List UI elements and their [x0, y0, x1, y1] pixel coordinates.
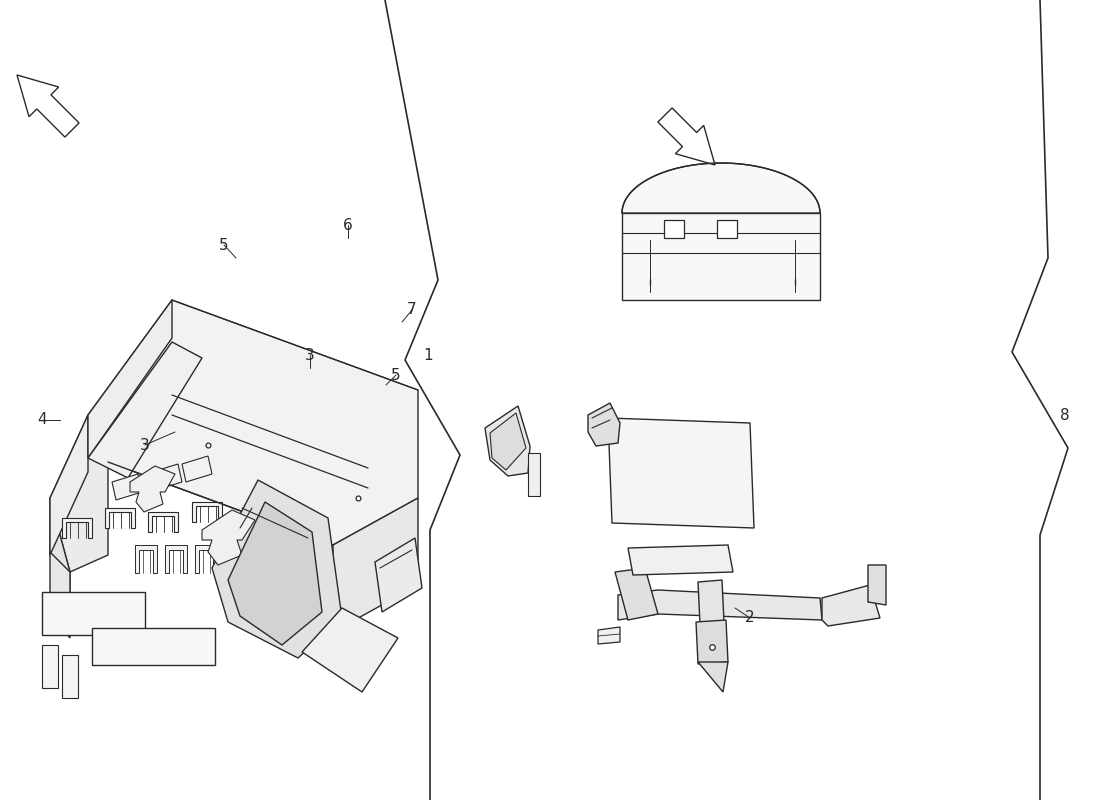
Polygon shape [165, 545, 187, 573]
Polygon shape [717, 220, 737, 238]
Polygon shape [658, 108, 715, 165]
Polygon shape [302, 608, 398, 692]
Text: 3: 3 [140, 438, 150, 453]
Polygon shape [528, 453, 540, 496]
Text: 4: 4 [37, 413, 47, 427]
Polygon shape [104, 508, 135, 528]
Polygon shape [62, 655, 78, 698]
Polygon shape [228, 502, 322, 645]
Polygon shape [192, 502, 222, 522]
Polygon shape [182, 456, 212, 482]
Text: 5: 5 [392, 367, 400, 382]
Text: 5: 5 [219, 238, 229, 253]
Text: 2: 2 [745, 610, 755, 626]
Polygon shape [485, 406, 530, 476]
Polygon shape [50, 552, 70, 638]
Polygon shape [50, 498, 70, 622]
Polygon shape [618, 590, 822, 620]
Polygon shape [112, 474, 142, 500]
Polygon shape [822, 585, 880, 626]
Text: 8: 8 [1060, 407, 1070, 422]
Polygon shape [621, 213, 820, 300]
Polygon shape [664, 220, 684, 238]
Polygon shape [868, 565, 886, 605]
Polygon shape [202, 510, 255, 565]
Polygon shape [696, 620, 728, 664]
Polygon shape [698, 662, 728, 692]
Polygon shape [628, 545, 733, 575]
Polygon shape [130, 466, 175, 512]
Polygon shape [135, 545, 157, 573]
Text: 1: 1 [424, 347, 432, 362]
Polygon shape [148, 512, 178, 532]
Polygon shape [42, 645, 58, 688]
Text: 6: 6 [343, 218, 353, 233]
Polygon shape [62, 518, 92, 538]
Polygon shape [16, 75, 79, 137]
Polygon shape [88, 342, 202, 478]
Polygon shape [42, 592, 145, 635]
Polygon shape [88, 300, 172, 458]
Polygon shape [490, 413, 526, 470]
Polygon shape [333, 498, 418, 632]
Polygon shape [621, 163, 820, 213]
Polygon shape [588, 403, 620, 446]
Text: 7: 7 [407, 302, 417, 318]
Polygon shape [212, 480, 342, 658]
Polygon shape [598, 627, 620, 644]
Polygon shape [195, 545, 217, 573]
Polygon shape [88, 300, 418, 545]
Polygon shape [50, 415, 108, 572]
Polygon shape [375, 538, 422, 612]
Polygon shape [152, 464, 182, 490]
Polygon shape [50, 415, 88, 555]
Polygon shape [615, 568, 658, 620]
Text: 3: 3 [305, 347, 315, 362]
Polygon shape [698, 580, 724, 624]
Polygon shape [608, 418, 754, 528]
Polygon shape [92, 628, 214, 665]
